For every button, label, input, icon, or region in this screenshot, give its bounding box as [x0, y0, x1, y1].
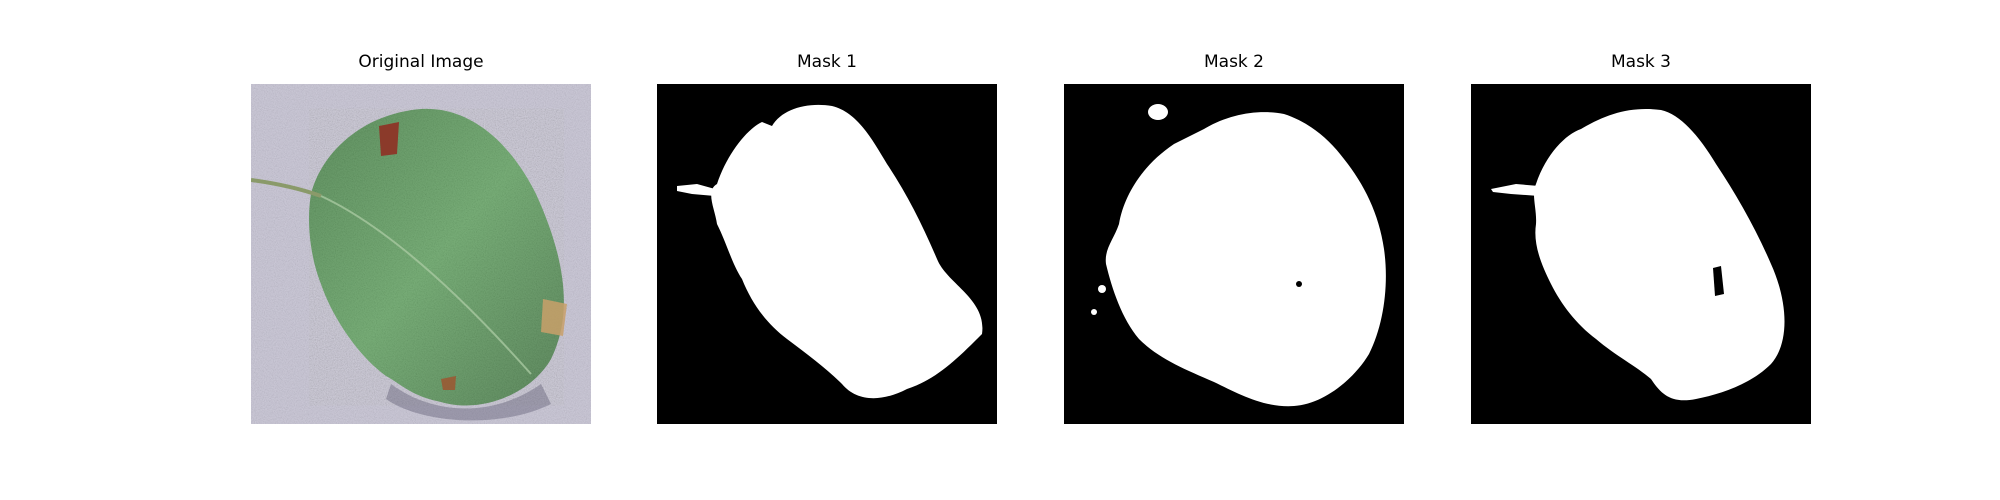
- mask-2-noise-dot: [1098, 285, 1106, 293]
- mask-2-noise-dot: [1351, 357, 1361, 367]
- mask-1-title: Mask 1: [796, 52, 857, 72]
- mask-2-leaf-region: [1105, 112, 1386, 407]
- leaf-texture: [309, 108, 564, 406]
- mask-2-image: [1064, 84, 1404, 424]
- leaf-shadow: [386, 384, 551, 421]
- leaf-blemish-bottom: [441, 376, 456, 390]
- original-image-title: Original Image: [358, 52, 484, 72]
- mask-3-hole: [1713, 266, 1724, 296]
- mask-3-image: [1471, 84, 1811, 424]
- mask-2-hole: [1296, 281, 1302, 287]
- leaf-midrib: [320, 195, 532, 375]
- leaf-blemish-top: [379, 122, 399, 156]
- mask-1-image: [657, 84, 997, 424]
- mask-3-leaf-region: [1533, 108, 1785, 401]
- mask-1-stem-region: [677, 184, 715, 196]
- mask-3-stem-region: [1491, 184, 1539, 196]
- original-leaf-image: [251, 84, 591, 424]
- mask-1-leaf-region: [711, 104, 983, 399]
- mask-2-speck-region: [1148, 104, 1168, 120]
- mask-3-title: Mask 3: [1610, 52, 1671, 72]
- mask-2-noise-dot: [1091, 309, 1097, 315]
- leaf-blemish-right: [541, 299, 567, 336]
- leaf-stem: [251, 178, 322, 198]
- mask-2-title: Mask 2: [1203, 52, 1264, 72]
